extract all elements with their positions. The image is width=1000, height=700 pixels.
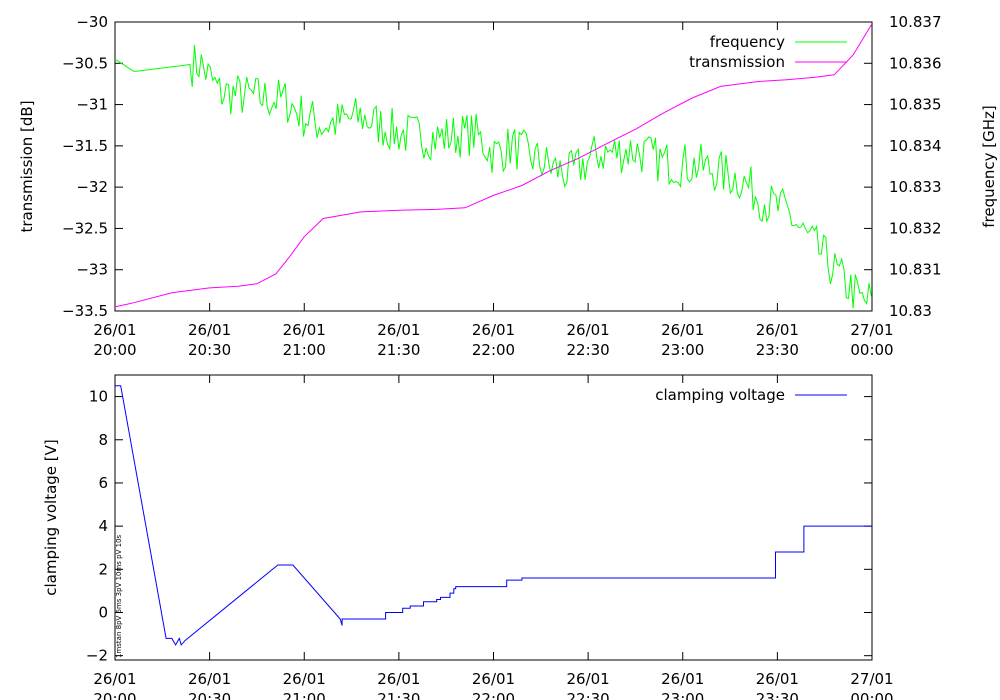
y-tick-label: −31.5: [62, 137, 108, 155]
y2-tick-label: 10.836: [889, 54, 942, 72]
x-tick-label-date: 26/01: [661, 321, 704, 339]
x-tick-label-time: 22:30: [567, 690, 610, 700]
x-tick-label-time: 21:00: [283, 690, 326, 700]
y-tick-label: 0: [98, 604, 108, 622]
y-axis-label: clamping voltage [V]: [42, 439, 60, 595]
y2-tick-label: 10.831: [889, 261, 942, 279]
series-line-frequency: [114, 44, 872, 309]
x-tick-label-date: 26/01: [188, 670, 231, 688]
x-tick-label-date: 26/01: [377, 321, 420, 339]
x-tick-label-date: 26/01: [283, 670, 326, 688]
clamping-voltage-panel: 26/01 20:00 26/01 20:30 26/01 21:00 26/01 21:30…: [42, 374, 894, 700]
x-tick-label-time: 23:00: [661, 341, 704, 359]
y-tick-label: −30: [76, 13, 108, 31]
x-tick-label-time: 20:00: [93, 341, 136, 359]
x-tick-label-time: 20:30: [188, 690, 231, 700]
x-tick-label-time: 00:00: [850, 690, 893, 700]
x-tick-label-date: 26/01: [756, 321, 799, 339]
transmission-frequency-panel: 26/01 20:00 26/01 20:30 26/01 21:00 26/01 21:30…: [18, 13, 998, 359]
x-tick-label-date: 26/01: [93, 321, 136, 339]
y-tick-label: −2: [86, 647, 108, 665]
x-tick-label-time: 00:00: [850, 341, 893, 359]
x-tick-label-date: 26/01: [188, 321, 231, 339]
y-tick-label: 8: [98, 431, 108, 449]
x-tick-label-date: 27/01: [850, 670, 893, 688]
y2-tick-label: 10.833: [889, 178, 942, 196]
x-tick-label-date: 26/01: [756, 670, 799, 688]
x-tick-label-date: 26/01: [283, 321, 326, 339]
x-tick-label-time: 23:00: [661, 690, 704, 700]
y-tick-label: −32: [76, 178, 108, 196]
y2-tick-label: 10.835: [889, 96, 942, 114]
y-tick-label: −33: [76, 261, 108, 279]
x-tick-label-date: 26/01: [377, 670, 420, 688]
x-tick-label-time: 20:30: [188, 341, 231, 359]
x-tick-label-time: 20:00: [93, 690, 136, 700]
x-tick-label-date: 26/01: [567, 321, 610, 339]
series-line-clamping-voltage: [115, 385, 872, 646]
legend-label-clamping-voltage: clamping voltage: [655, 386, 785, 404]
x-tick-label-time: 23:30: [756, 690, 799, 700]
x-tick-label-date: 26/01: [93, 670, 136, 688]
y-axis-label: transmission [dB]: [18, 100, 36, 232]
series-line-transmission: [114, 23, 873, 308]
x-tick-label-time: 21:30: [377, 690, 420, 700]
legend-label-frequency: frequency: [710, 33, 785, 51]
y-tick-label: −30.5: [62, 54, 108, 72]
x-tick-label-date: 26/01: [472, 321, 515, 339]
x-tick-label-time: 21:30: [377, 341, 420, 359]
x-tick-label-date: 26/01: [472, 670, 515, 688]
y-tick-label: 4: [98, 517, 108, 535]
y2-tick-label: 10.837: [889, 13, 942, 31]
y2-axis-label: frequency [GHz]: [980, 105, 998, 227]
x-tick-label-time: 22:00: [472, 341, 515, 359]
x-tick-label-date: 26/01: [567, 670, 610, 688]
y-tick-label: −31: [76, 96, 108, 114]
y-tick-label: −32.5: [62, 219, 108, 237]
y-tick-label: 6: [98, 474, 108, 492]
y-tick-label: 10: [89, 388, 108, 406]
x-tick-label-date: 26/01: [661, 670, 704, 688]
x-tick-label-time: 22:00: [472, 690, 515, 700]
y2-tick-label: 10.834: [889, 137, 942, 155]
x-tick-label-time: 23:30: [756, 341, 799, 359]
y-tick-label: −33.5: [62, 302, 108, 320]
x-tick-label-time: 21:00: [283, 341, 326, 359]
plot-frame: [114, 374, 873, 661]
legend-label-transmission: transmission: [689, 53, 785, 71]
y-tick-label: 2: [98, 560, 108, 578]
x-tick-label-time: 22:30: [567, 341, 610, 359]
y2-tick-label: 10.832: [889, 219, 942, 237]
y2-tick-label: 10.83: [889, 302, 932, 320]
side-annotation: 1mstan 8pV 6ms 3pV 10ms pV 10s: [115, 534, 123, 658]
x-tick-label-date: 27/01: [850, 321, 893, 339]
